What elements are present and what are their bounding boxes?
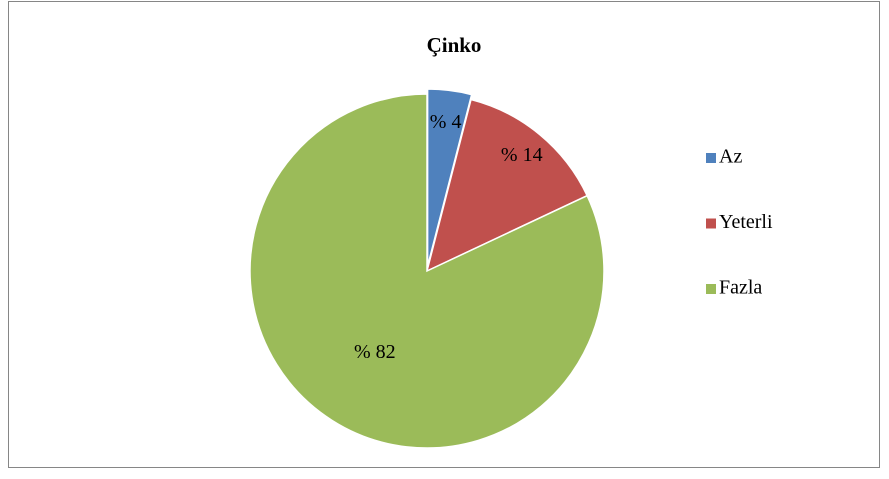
pie-slice (426, 88, 473, 267)
pie-slice (425, 98, 589, 273)
legend-swatch (706, 153, 716, 163)
chart-title: Çinko (427, 33, 482, 57)
data-label: % 4 (430, 111, 462, 133)
data-label: % 14 (501, 144, 543, 166)
legend-swatch (706, 218, 716, 229)
legend-label: Az (719, 146, 742, 168)
pie-slice (249, 93, 605, 449)
legend-swatch (706, 284, 716, 294)
data-label: % 82 (354, 341, 396, 363)
legend-label: Fazla (719, 277, 762, 299)
legend-label: Yeterli (719, 211, 773, 233)
